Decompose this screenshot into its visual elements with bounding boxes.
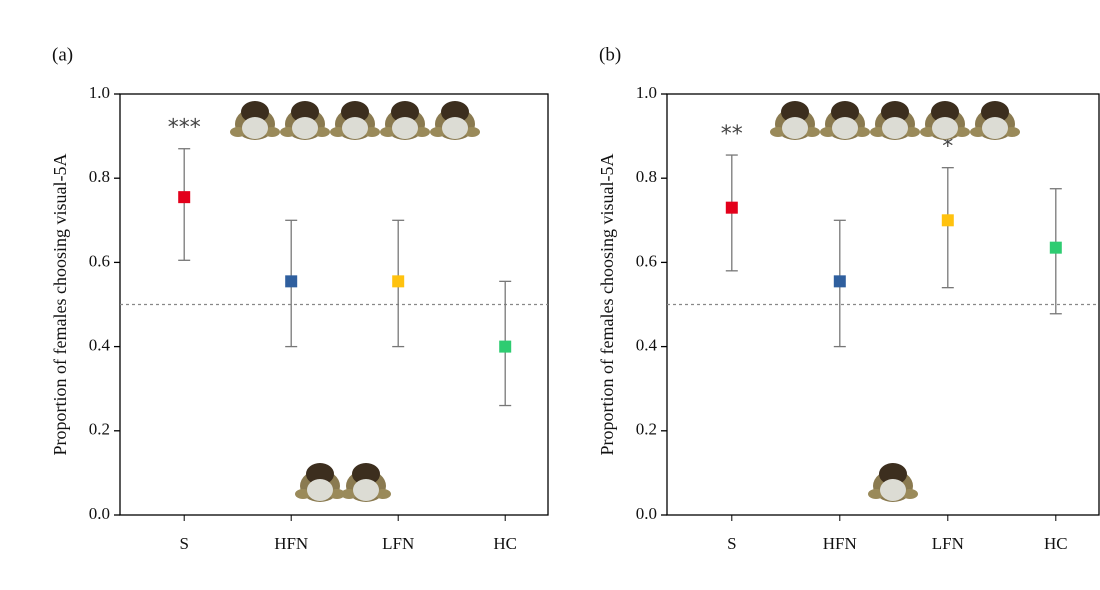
y-tick-label: 1.0 — [89, 83, 110, 102]
x-tick-label: LFN — [932, 534, 964, 553]
significance: * — [942, 135, 953, 160]
x-tick-label: S — [727, 534, 736, 553]
point — [941, 214, 954, 227]
point — [178, 191, 191, 204]
panel-title: (b) — [599, 44, 621, 65]
y-tick-label: 0.8 — [89, 167, 110, 186]
y-tick-label: 0.6 — [89, 251, 110, 270]
point — [499, 340, 512, 353]
x-tick-label: HFN — [274, 534, 308, 553]
point — [833, 275, 846, 288]
point — [1049, 241, 1062, 254]
y-tick-label: 0.2 — [89, 420, 110, 439]
y-tick-label: 0.4 — [89, 336, 111, 355]
x-tick-label: S — [179, 534, 188, 553]
significance: *** — [168, 116, 201, 141]
point — [725, 201, 738, 214]
y-axis-label: Proportion of females choosing visual-5A — [597, 154, 617, 456]
y-tick-label: 0.0 — [636, 504, 657, 523]
x-tick-label: LFN — [382, 534, 414, 553]
y-tick-label: 0.6 — [636, 251, 657, 270]
panel-title: (a) — [52, 44, 73, 65]
point — [285, 275, 298, 288]
significance: ** — [721, 122, 743, 147]
y-tick-label: 0.2 — [636, 420, 657, 439]
x-tick-label: HC — [1044, 534, 1068, 553]
y-tick-label: 1.0 — [636, 83, 657, 102]
y-tick-label: 0.8 — [636, 167, 657, 186]
point — [392, 275, 405, 288]
y-tick-label: 0.4 — [636, 336, 658, 355]
y-tick-label: 0.0 — [89, 504, 110, 523]
x-tick-label: HC — [493, 534, 517, 553]
y-axis-label: Proportion of females choosing visual-5A — [50, 154, 70, 456]
x-tick-label: HFN — [823, 534, 857, 553]
stimulus-icons — [230, 101, 1020, 502]
